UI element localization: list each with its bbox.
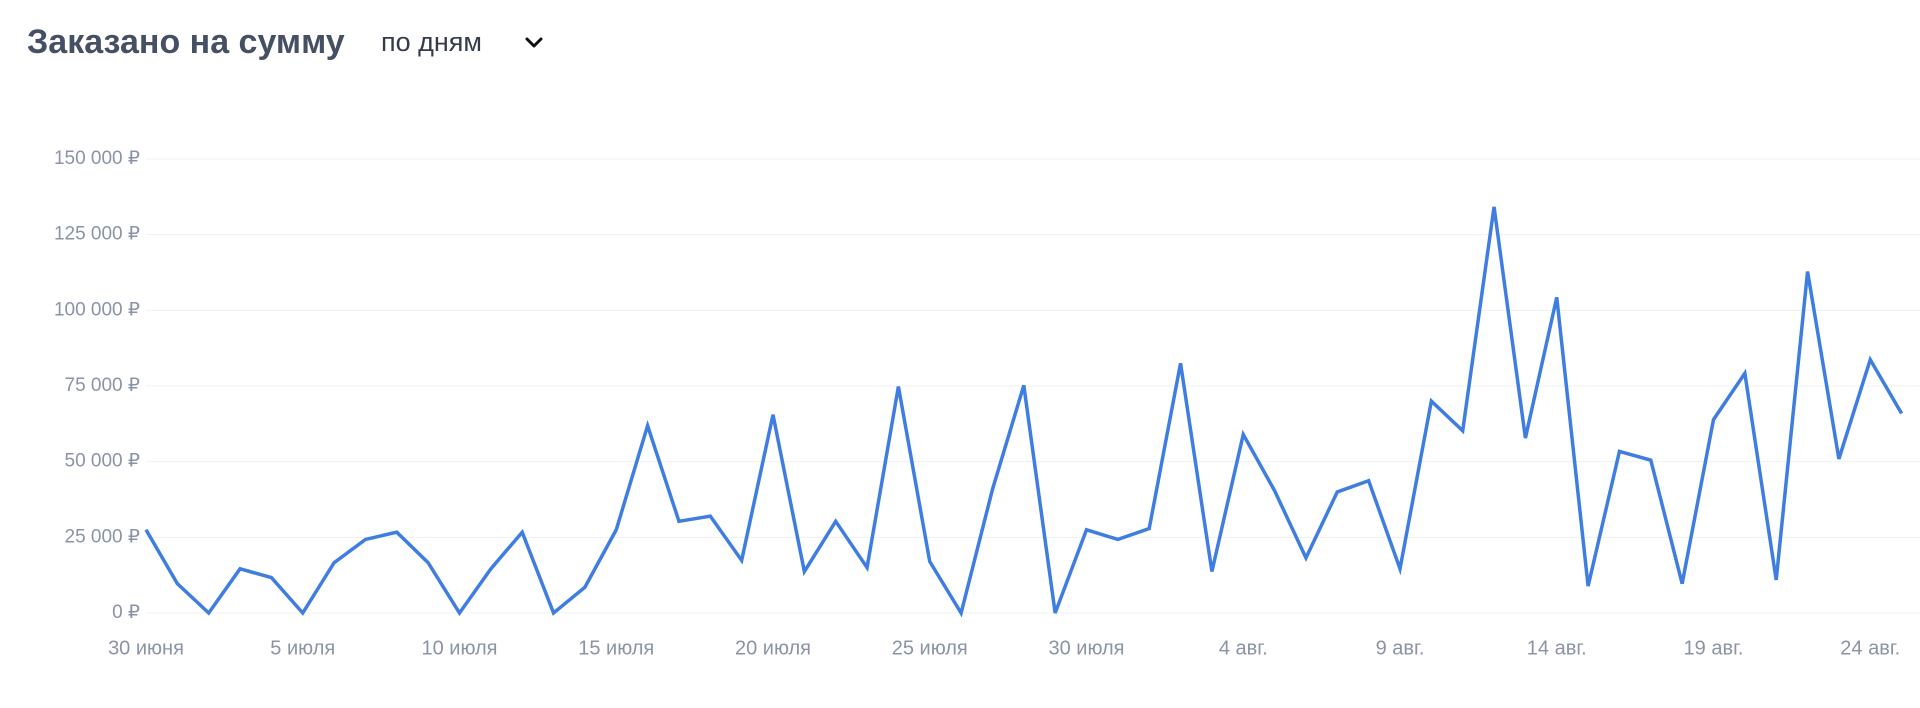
data-line [144,206,1904,618]
x-tick-label: 5 июля [270,637,335,659]
y-tick-label: 125 000 ₽ [54,224,140,245]
x-tick-label: 25 июля [892,637,968,659]
dropdown-chevron[interactable] [525,37,543,48]
y-tick-label: 75 000 ₽ [65,375,140,396]
x-tick-label: 10 июля [421,637,497,659]
y-tick-label: 25 000 ₽ [65,526,140,547]
period-dropdown[interactable]: по дням [381,27,543,57]
x-tick-label: 30 июня [108,637,184,659]
y-tick-label: 150 000 ₽ [54,148,140,169]
y-tick-label: 50 000 ₽ [65,451,140,472]
x-tick-label: 9 авг. [1376,637,1425,659]
y-tick-label: 0 ₽ [112,602,140,623]
y-tick-label: 100 000 ₽ [54,299,140,320]
x-tick-label: 15 июля [578,637,654,659]
x-tick-label: 24 авг. [1840,637,1900,659]
x-tick-label: 30 июля [1048,637,1124,659]
dropdown-label[interactable]: по дням [381,27,482,57]
chart-title: Заказано на сумму [27,23,345,61]
x-tick-label: 14 авг. [1527,637,1587,659]
x-tick-label: 19 авг. [1684,637,1744,659]
x-tick-label: 20 июля [735,637,811,659]
x-tick-label: 4 авг. [1219,637,1268,659]
